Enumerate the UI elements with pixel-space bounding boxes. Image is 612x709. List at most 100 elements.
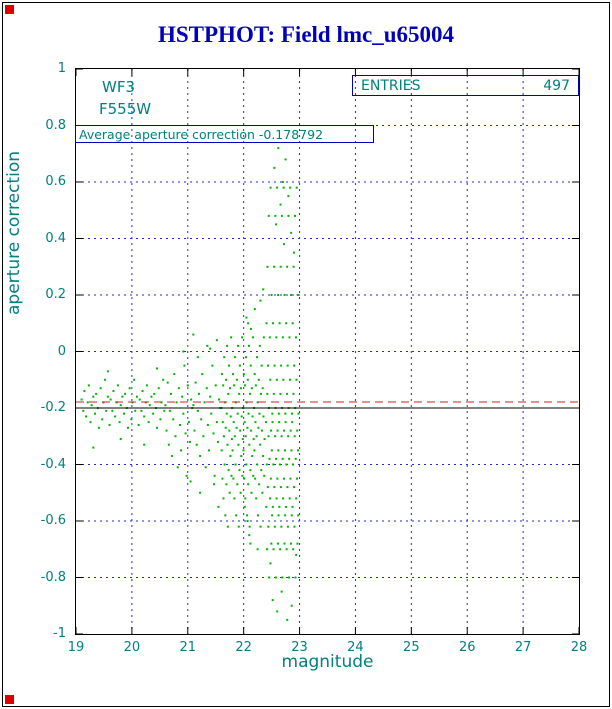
data-point [197,392,200,395]
data-point [174,435,177,438]
data-point [278,463,281,466]
data-point [280,435,283,438]
data-point [225,412,228,415]
data-point [273,364,276,367]
data-point [282,186,285,189]
data-point [246,426,249,429]
data-point [280,214,283,217]
data-point [288,497,291,500]
data-point [280,525,283,528]
data-point [241,336,244,339]
data-point [258,344,261,347]
data-point [108,423,111,426]
data-point [295,497,298,500]
data-point [231,449,234,452]
data-point [159,418,162,421]
data-point [259,392,262,395]
data-point [250,429,253,432]
data-point [294,576,297,579]
y-tick-label: -0.6 [40,513,66,528]
data-point [248,443,251,446]
data-point [232,421,235,424]
data-point [227,364,230,367]
data-point [200,418,203,421]
data-point [233,384,236,387]
data-point [215,339,218,342]
data-point [273,265,276,268]
data-point [274,214,277,217]
y-tick-label: -0.8 [40,569,66,585]
data-point [173,373,176,376]
data-point [221,477,224,480]
data-point [286,265,289,268]
data-point [87,384,90,387]
data-point [213,474,216,477]
data-point [208,449,211,452]
data-point [286,525,289,528]
data-point [291,421,294,424]
data-point [281,576,284,579]
data-point [261,387,264,390]
data-point [226,525,229,528]
data-point [262,455,265,458]
data-point [293,435,296,438]
data-point [214,384,217,387]
data-point [266,392,269,395]
data-point [185,474,188,477]
data-point [227,392,230,395]
data-point [140,409,143,412]
data-point [282,243,285,246]
data-point [295,553,298,556]
data-point [168,409,171,412]
data-point [119,404,122,407]
data-point [119,438,122,441]
red-corner-marker-bottom-left [5,695,14,704]
data-point [270,449,273,452]
data-point [296,294,299,296]
plot-area [75,68,580,635]
data-point [271,421,274,424]
average-correction-box: Average aperture correction -0.178792 [75,125,374,143]
data-point [292,486,295,489]
data-point [192,404,195,407]
data-point [278,421,281,424]
data-point [272,463,275,466]
data-point [287,195,290,198]
data-point [247,483,250,486]
data-point [262,336,265,339]
data-point [295,186,298,189]
data-point [165,429,168,432]
data-point [289,542,292,545]
data-point [277,449,280,452]
data-point [213,483,216,486]
data-point [138,398,141,401]
data-point [183,364,186,367]
data-point [273,525,276,528]
data-point [260,429,263,432]
data-point [123,412,126,415]
y-tick-label: 0 [57,343,66,359]
data-point [277,147,280,150]
data-point [278,505,281,508]
data-point [263,438,266,441]
data-point [257,378,260,381]
data-point [236,483,239,486]
data-point [238,364,241,367]
data-point [189,440,192,443]
data-point [262,415,265,418]
data-point [278,322,281,325]
data-point [261,491,264,494]
data-point [130,418,133,421]
data-point [294,336,297,339]
data-point [164,404,167,407]
data-point [271,599,274,602]
data-point [268,576,271,579]
filter-label: F555W [99,100,152,118]
data-point [283,449,286,452]
data-point [290,604,293,607]
data-point [256,463,259,466]
data-point [271,412,274,415]
data-point [221,373,224,376]
data-point [237,344,240,347]
data-point [184,432,187,435]
